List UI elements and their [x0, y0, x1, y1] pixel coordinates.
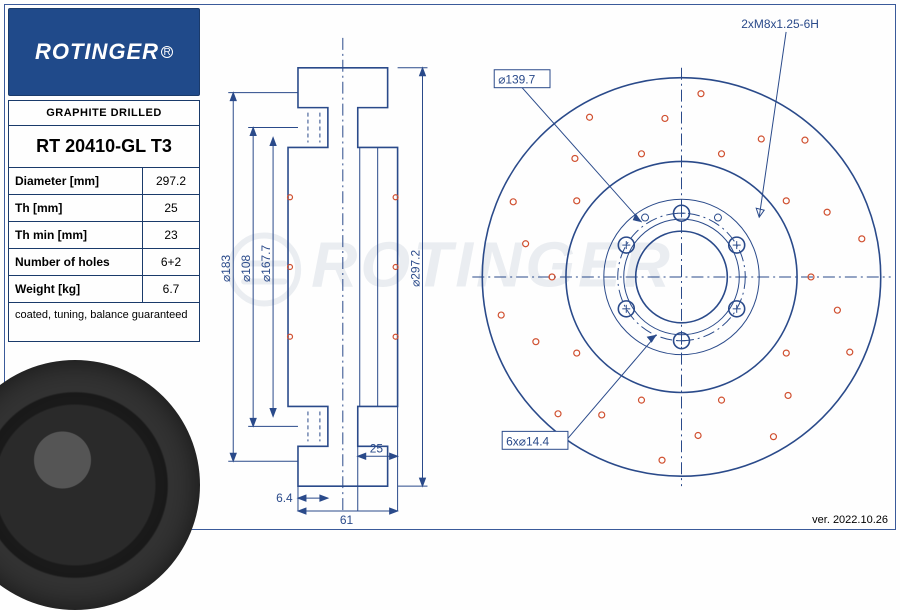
version-label: ver. 2022.10.26 — [812, 514, 888, 526]
spec-row: Diameter [mm]297.2 — [9, 167, 199, 194]
dim-61: 61 — [340, 513, 354, 526]
spec-val: 6.7 — [143, 276, 199, 302]
dim-th25: 25 — [370, 441, 384, 455]
callout-thread: 2xM8x1.25-6H — [741, 17, 819, 217]
spec-note: coated, tuning, balance guaranteed — [9, 302, 199, 341]
brand-logo: ROTINGER R — [8, 8, 200, 96]
spec-row: Weight [kg]6.7 — [9, 275, 199, 302]
spec-row: Number of holes6+2 — [9, 248, 199, 275]
brand-text: ROTINGER — [35, 39, 159, 65]
spec-table: GRAPHITE DRILLED RT 20410-GL T3 Diameter… — [8, 100, 200, 342]
product-subtitle: GRAPHITE DRILLED — [9, 100, 199, 125]
dim-d167: ⌀167.7 — [259, 245, 273, 282]
dim-d297: ⌀297.2 — [409, 250, 423, 287]
spec-key: Th min [mm] — [9, 222, 143, 248]
spec-key: Number of holes — [9, 249, 143, 275]
front-view — [472, 68, 890, 486]
spec-key: Weight [kg] — [9, 276, 143, 302]
callout-bolt-circle: ⌀139.7 — [494, 70, 641, 222]
spec-val: 25 — [143, 195, 199, 221]
dim-d108: ⌀108 — [239, 254, 253, 281]
spec-row: Th [mm]25 — [9, 194, 199, 221]
drawing-svg: ⌀183 ⌀108 ⌀167.7 ⌀297.2 25 — [212, 8, 892, 526]
part-number: RT 20410-GL T3 — [9, 125, 199, 167]
registered-icon: R — [161, 46, 173, 58]
dim-6p4: 6.4 — [276, 491, 293, 505]
svg-text:⌀139.7: ⌀139.7 — [498, 73, 535, 87]
spec-val: 297.2 — [143, 168, 199, 194]
spec-key: Diameter [mm] — [9, 168, 143, 194]
spec-row: Th min [mm]23 — [9, 221, 199, 248]
side-view: ⌀183 ⌀108 ⌀167.7 ⌀297.2 25 — [219, 38, 427, 526]
technical-drawing: ⌀183 ⌀108 ⌀167.7 ⌀297.2 25 — [212, 8, 892, 526]
svg-text:6x⌀14.4: 6x⌀14.4 — [506, 434, 549, 448]
spec-key: Th [mm] — [9, 195, 143, 221]
spec-val: 23 — [143, 222, 199, 248]
spec-val: 6+2 — [143, 249, 199, 275]
dim-d183: ⌀183 — [219, 254, 233, 281]
svg-text:2xM8x1.25-6H: 2xM8x1.25-6H — [741, 17, 819, 31]
